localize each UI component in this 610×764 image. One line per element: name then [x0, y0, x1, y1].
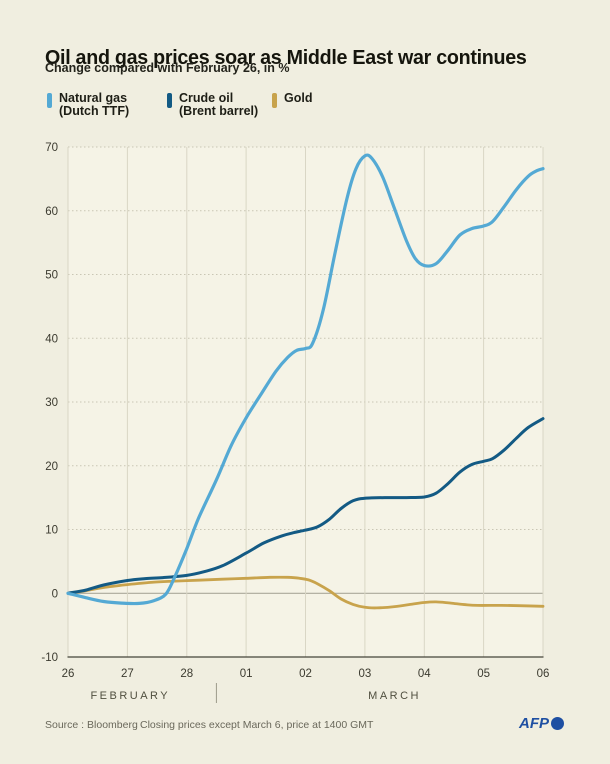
- legend-item-gold: Gold: [272, 92, 312, 108]
- y-tick-label: -10: [41, 652, 58, 664]
- x-tick-label: 06: [537, 668, 550, 680]
- chart-canvas: 70 60 50 40 30 20 10 0 -10 26 27 28 01 02 03 04 05 06 FEBR…: [41, 142, 550, 703]
- afp-logo: AFP: [519, 715, 564, 732]
- x-tick-label: 26: [62, 668, 75, 680]
- x-tick-label: 03: [359, 668, 372, 680]
- legend-item-crude-oil: Crude oil (Brent barrel): [167, 92, 258, 118]
- x-tick-label: 28: [180, 668, 193, 680]
- legend-item-natural-gas: Natural gas (Dutch TTF): [47, 92, 129, 118]
- month-label: FEBRUARY: [90, 690, 170, 702]
- legend-label: Gold: [284, 92, 312, 105]
- gold-swatch: [272, 93, 277, 108]
- legend-label-line1: Gold: [284, 91, 313, 105]
- source-credit: Source : Bloomberg: [45, 719, 138, 731]
- legend-label: Natural gas (Dutch TTF): [59, 92, 129, 118]
- x-tick-label: 27: [121, 668, 134, 680]
- afp-logo-text: AFP: [519, 715, 549, 732]
- legend-label-line1: Natural gas: [59, 91, 128, 105]
- x-tick-label: 05: [477, 668, 490, 680]
- natural-gas-swatch: [47, 93, 52, 108]
- x-tick-label: 02: [299, 668, 312, 680]
- legend-label-line2: (Dutch TTF): [59, 104, 130, 118]
- legend-label-line2: (Brent barrel): [179, 104, 259, 118]
- afp-logo-dot: [551, 717, 564, 730]
- y-tick-label: 10: [45, 525, 58, 537]
- series-line-natural-gas-dutch-ttf: [66, 153, 545, 606]
- crude-oil-swatch: [167, 93, 172, 108]
- line-chart: 70 60 50 40 30 20 10 0 -10 26 27 28 01 02 03 04 05 06 FEBR…: [0, 140, 610, 715]
- series-line-gold: [66, 575, 545, 610]
- y-tick-label: 40: [45, 333, 58, 345]
- y-tick-label: 30: [45, 397, 58, 409]
- x-tick-label: 04: [418, 668, 431, 680]
- legend-label: Crude oil (Brent barrel): [179, 92, 258, 118]
- legend: Natural gas (Dutch TTF) Crude oil (Brent…: [0, 92, 610, 122]
- y-tick-label: 70: [45, 142, 58, 154]
- footnote: Closing prices except March 6, price at …: [140, 719, 374, 731]
- x-tick-label: 01: [240, 668, 253, 680]
- page-title: Oil and gas prices soar as Middle East w…: [45, 45, 527, 69]
- y-tick-label: 60: [45, 206, 58, 218]
- month-label: MARCH: [368, 690, 421, 702]
- y-tick-label: 0: [52, 588, 58, 600]
- series-line-crude-oil-brent-barrel: [66, 417, 545, 595]
- chart-subtitle: Change compared with February 26, in %: [45, 61, 290, 75]
- y-tick-label: 20: [45, 461, 58, 473]
- y-tick-label: 50: [45, 270, 58, 282]
- legend-label-line1: Crude oil: [179, 91, 234, 105]
